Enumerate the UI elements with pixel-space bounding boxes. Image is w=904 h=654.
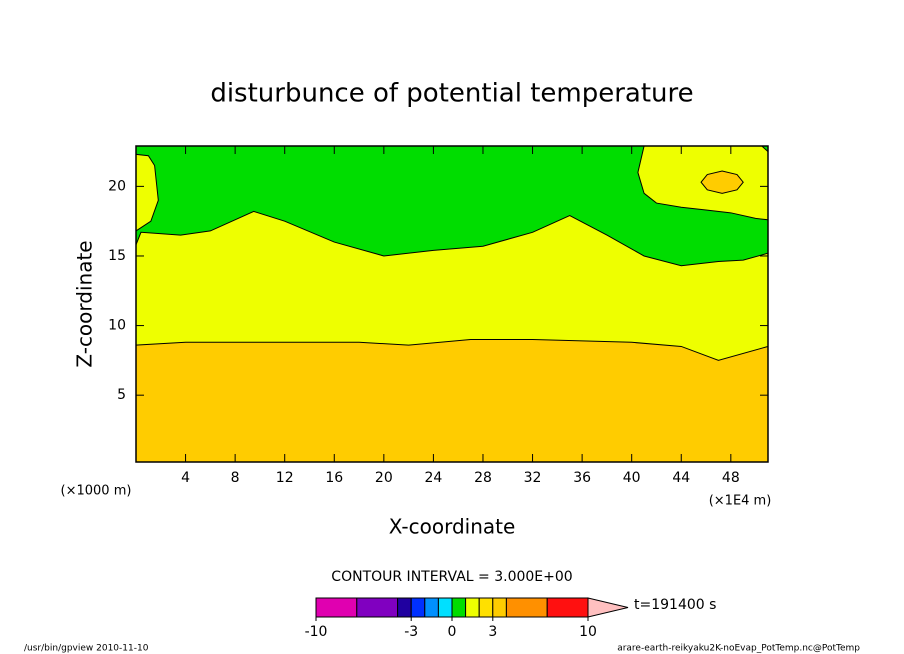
colorbar-extension <box>587 597 629 618</box>
x-tick-label: 4 <box>181 470 190 486</box>
chart-title: disturbunce of potential temperature <box>210 79 693 109</box>
colorbar-bin <box>451 597 467 618</box>
contour-interval: CONTOUR INTERVAL = 3.000E+00 <box>331 569 572 585</box>
colorbar-bin <box>410 597 426 618</box>
colorbar-bin <box>465 597 480 618</box>
colorbar-tick-label: 10 <box>579 624 597 640</box>
colorbar-bin <box>478 597 494 618</box>
footer-right: arare-earth-reikyaku2K-noEvap_PotTemp.nc… <box>617 644 860 654</box>
colorbar-tick-label: 3 <box>488 624 497 640</box>
x-axis-label: X-coordinate <box>389 515 516 539</box>
colorbar-bin <box>437 597 453 618</box>
time-label: t=191400 s <box>634 597 716 613</box>
plot-frame <box>135 145 769 463</box>
x-tick-label: 8 <box>231 470 240 486</box>
x-tick-label: 12 <box>276 470 294 486</box>
x-tick-label: 40 <box>623 470 641 486</box>
colorbar-bin <box>424 597 439 618</box>
x-tick-label: 16 <box>325 470 343 486</box>
y-tick-label: 15 <box>108 248 126 264</box>
colorbar-tick-label: -3 <box>404 624 418 640</box>
footer-left: /usr/bin/gpview 2010-11-10 <box>24 644 149 654</box>
colorbar-bin <box>505 597 548 618</box>
y-tick-label: 5 <box>117 387 126 403</box>
y-axis-label: Z-coordinate <box>73 240 97 367</box>
x-tick-label: 20 <box>375 470 393 486</box>
contour-region <box>135 338 769 463</box>
colorbar-bin <box>397 597 412 618</box>
colorbar-tick-label: 0 <box>448 624 457 640</box>
colorbar-bin <box>315 597 358 618</box>
x-tick-label: 36 <box>573 470 591 486</box>
x-unit-secondary: (×1E4 m) <box>709 494 772 509</box>
x-unit: (×1000 m) <box>61 484 132 499</box>
contour-region <box>700 170 744 194</box>
x-tick-label: 48 <box>722 470 740 486</box>
colorbar-tick-label: -10 <box>305 624 328 640</box>
y-tick-label: 20 <box>108 178 126 194</box>
colorbar-bin <box>356 597 399 618</box>
y-tick-label: 10 <box>108 318 126 334</box>
x-tick-label: 28 <box>474 470 492 486</box>
colorbar-bin <box>492 597 507 618</box>
x-tick-label: 24 <box>424 470 442 486</box>
x-tick-label: 32 <box>524 470 542 486</box>
colorbar-bin <box>546 597 589 618</box>
x-tick-label: 44 <box>672 470 690 486</box>
